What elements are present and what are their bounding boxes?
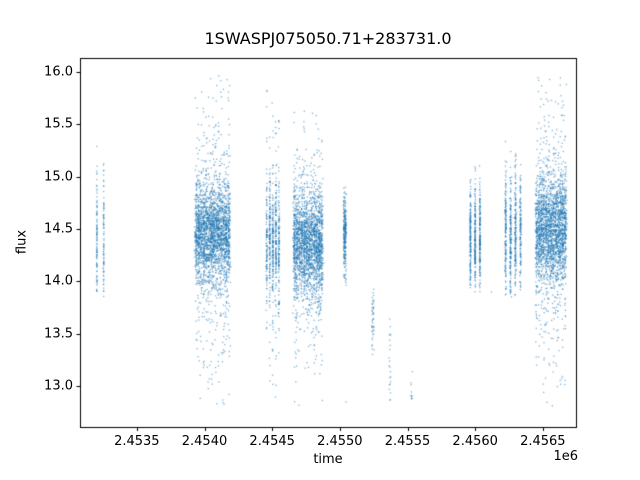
x-axis-label: time xyxy=(313,452,343,467)
y-tick-label: 13.0 xyxy=(44,378,73,394)
y-tick-label: 15.0 xyxy=(44,169,73,185)
x-tick-label: 2.4555 xyxy=(384,434,431,449)
chart-title: 1SWASPJ075050.71+283731.0 xyxy=(204,29,452,48)
x-axis-offset-label: 1e6 xyxy=(553,449,578,464)
x-tick-label: 2.4565 xyxy=(520,434,566,449)
y-tick-label: 14.0 xyxy=(44,273,73,289)
x-tick-label: 2.4560 xyxy=(452,434,498,449)
y-tick-label: 13.5 xyxy=(44,326,73,342)
y-tick-label: 14.5 xyxy=(44,221,73,237)
y-axis-label: flux xyxy=(14,229,30,255)
x-tick-label: 2.4540 xyxy=(181,434,228,449)
x-tick-label: 2.4535 xyxy=(114,434,160,449)
x-tick-label: 2.4545 xyxy=(249,434,295,449)
x-tick-label: 2.4550 xyxy=(317,434,363,449)
y-tick-label: 16.0 xyxy=(44,64,73,80)
y-tick-label: 15.5 xyxy=(44,116,73,132)
